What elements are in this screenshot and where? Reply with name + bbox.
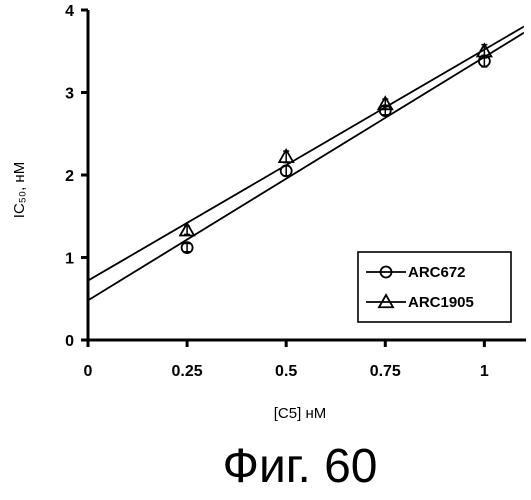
- figure-caption: Фиг. 60: [222, 440, 377, 493]
- legend-box: [358, 252, 511, 322]
- y-tick-label: 4: [65, 3, 74, 20]
- y-axis-label: IC₅₀, нМ: [11, 162, 28, 218]
- x-tick-label: 0: [84, 363, 93, 380]
- y-tick-label: 0: [65, 333, 74, 350]
- axes: 0 1 2 3 4 0 0.25 0.5 0.75 1: [65, 3, 526, 380]
- y-tick-label: 3: [65, 86, 74, 103]
- legend-label: ARC1905: [408, 294, 474, 311]
- x-tick-label: 1: [480, 363, 489, 380]
- x-tick-label: 0.75: [370, 363, 401, 380]
- y-tick-label: 1: [65, 251, 74, 268]
- y-tick-label: 2: [65, 168, 74, 185]
- legend-label: ARC672: [408, 264, 466, 281]
- series-ARC1905: [88, 27, 524, 281]
- x-tick-label: 0.5: [275, 363, 297, 380]
- legend: ARC672 ARC1905: [358, 252, 511, 322]
- x-axis-label: [C5] нМ: [274, 405, 326, 422]
- x-tick-label: 0.25: [172, 363, 203, 380]
- fit-line: [88, 27, 524, 281]
